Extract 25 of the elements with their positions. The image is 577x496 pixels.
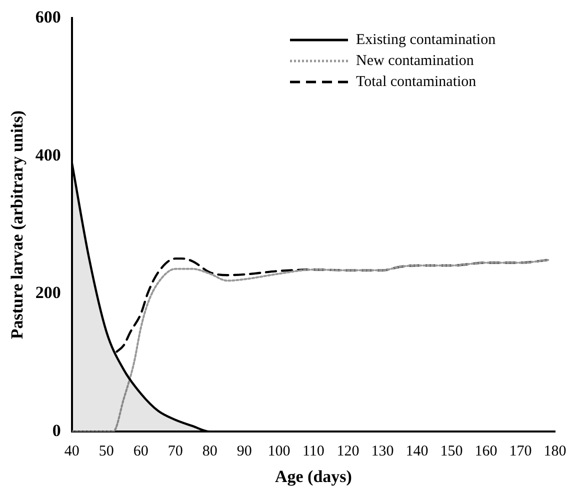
x-tick-label: 120 <box>336 444 360 460</box>
x-tick-label: 110 <box>302 444 324 460</box>
y-axis-title: Pasture larvae (arbitrary units) <box>8 110 27 340</box>
y-tick-label: 0 <box>52 420 61 440</box>
x-tick-label: 100 <box>268 444 290 460</box>
line-series <box>72 258 550 432</box>
x-tick-label: 150 <box>440 444 463 460</box>
x-tick-label: 50 <box>98 444 114 460</box>
legend-label: Existing contamination <box>356 32 496 48</box>
y-tick-label: 600 <box>35 7 61 26</box>
y-tick-label: 400 <box>35 145 61 164</box>
x-tick-label: 40 <box>64 444 80 460</box>
x-tick-label: 160 <box>474 444 498 460</box>
x-tick-label: 80 <box>202 444 218 460</box>
x-tick-label: 70 <box>168 444 183 460</box>
x-tick-label: 130 <box>371 444 394 460</box>
legend-label: New contamination <box>356 52 474 69</box>
x-tick-label: 60 <box>133 444 148 460</box>
x-axis-title: Age (days) <box>274 467 352 486</box>
x-tick-label: 90 <box>236 444 252 460</box>
legend-label: Total contamination <box>356 74 477 90</box>
x-tick-label: 180 <box>544 444 566 460</box>
x-tick-label: 140 <box>406 444 428 460</box>
x-tick-label: 170 <box>509 444 532 460</box>
y-tick-label: 200 <box>35 283 61 302</box>
